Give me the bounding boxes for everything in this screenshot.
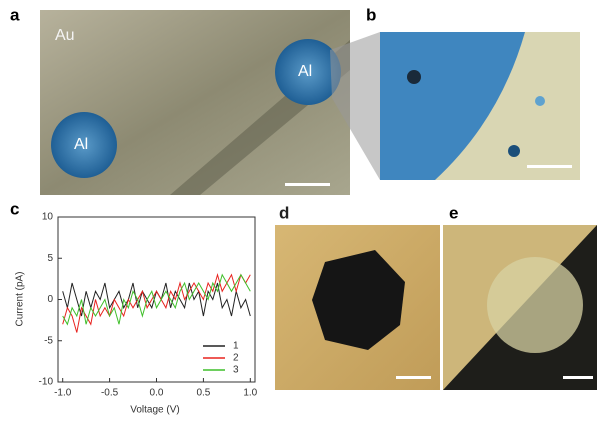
y-tick-label: -5 <box>44 335 53 346</box>
defect <box>508 145 520 157</box>
series-line <box>63 283 251 316</box>
x-axis-label: Voltage (V) <box>130 405 179 416</box>
scale-bar <box>563 376 593 379</box>
scale-bar <box>285 183 330 186</box>
plot-frame <box>58 217 255 382</box>
x-tick-label: 1.0 <box>243 388 257 399</box>
x-tick-label: -0.5 <box>101 388 119 399</box>
series-line <box>63 275 251 325</box>
scale-bar <box>527 165 572 168</box>
panel-label: e <box>449 203 458 222</box>
legend-label: 1 <box>233 341 239 352</box>
chart: Voltage (V) Current (pA) -10 -5 0 5 10 -1.0 -0… <box>15 212 258 416</box>
defect <box>407 70 421 84</box>
x-tick-label: -1.0 <box>54 388 72 399</box>
series-line <box>63 275 251 333</box>
x-tick-label: 0.0 <box>150 388 164 399</box>
al-pad <box>487 257 583 353</box>
label-al: Al <box>74 136 88 153</box>
legend-label: 3 <box>233 365 239 376</box>
label-al: Al <box>298 63 312 80</box>
y-tick-label: 5 <box>47 253 53 264</box>
y-tick-label: 0 <box>47 294 53 305</box>
figure: Au Al Al a b c d e Voltage (V) Current (… <box>0 0 599 421</box>
panel-label: c <box>10 199 19 218</box>
panel-label: d <box>279 203 289 222</box>
y-tick-label: -10 <box>39 377 54 388</box>
panel-label: b <box>366 5 376 24</box>
defect <box>535 96 545 106</box>
scale-bar <box>396 376 431 379</box>
legend-label: 2 <box>233 353 239 364</box>
label-au: Au <box>55 27 75 44</box>
y-axis-label: Current (pA) <box>15 271 26 326</box>
x-tick-label: 0.5 <box>196 388 210 399</box>
panel-label: a <box>10 5 20 24</box>
y-tick-label: 10 <box>42 212 54 223</box>
